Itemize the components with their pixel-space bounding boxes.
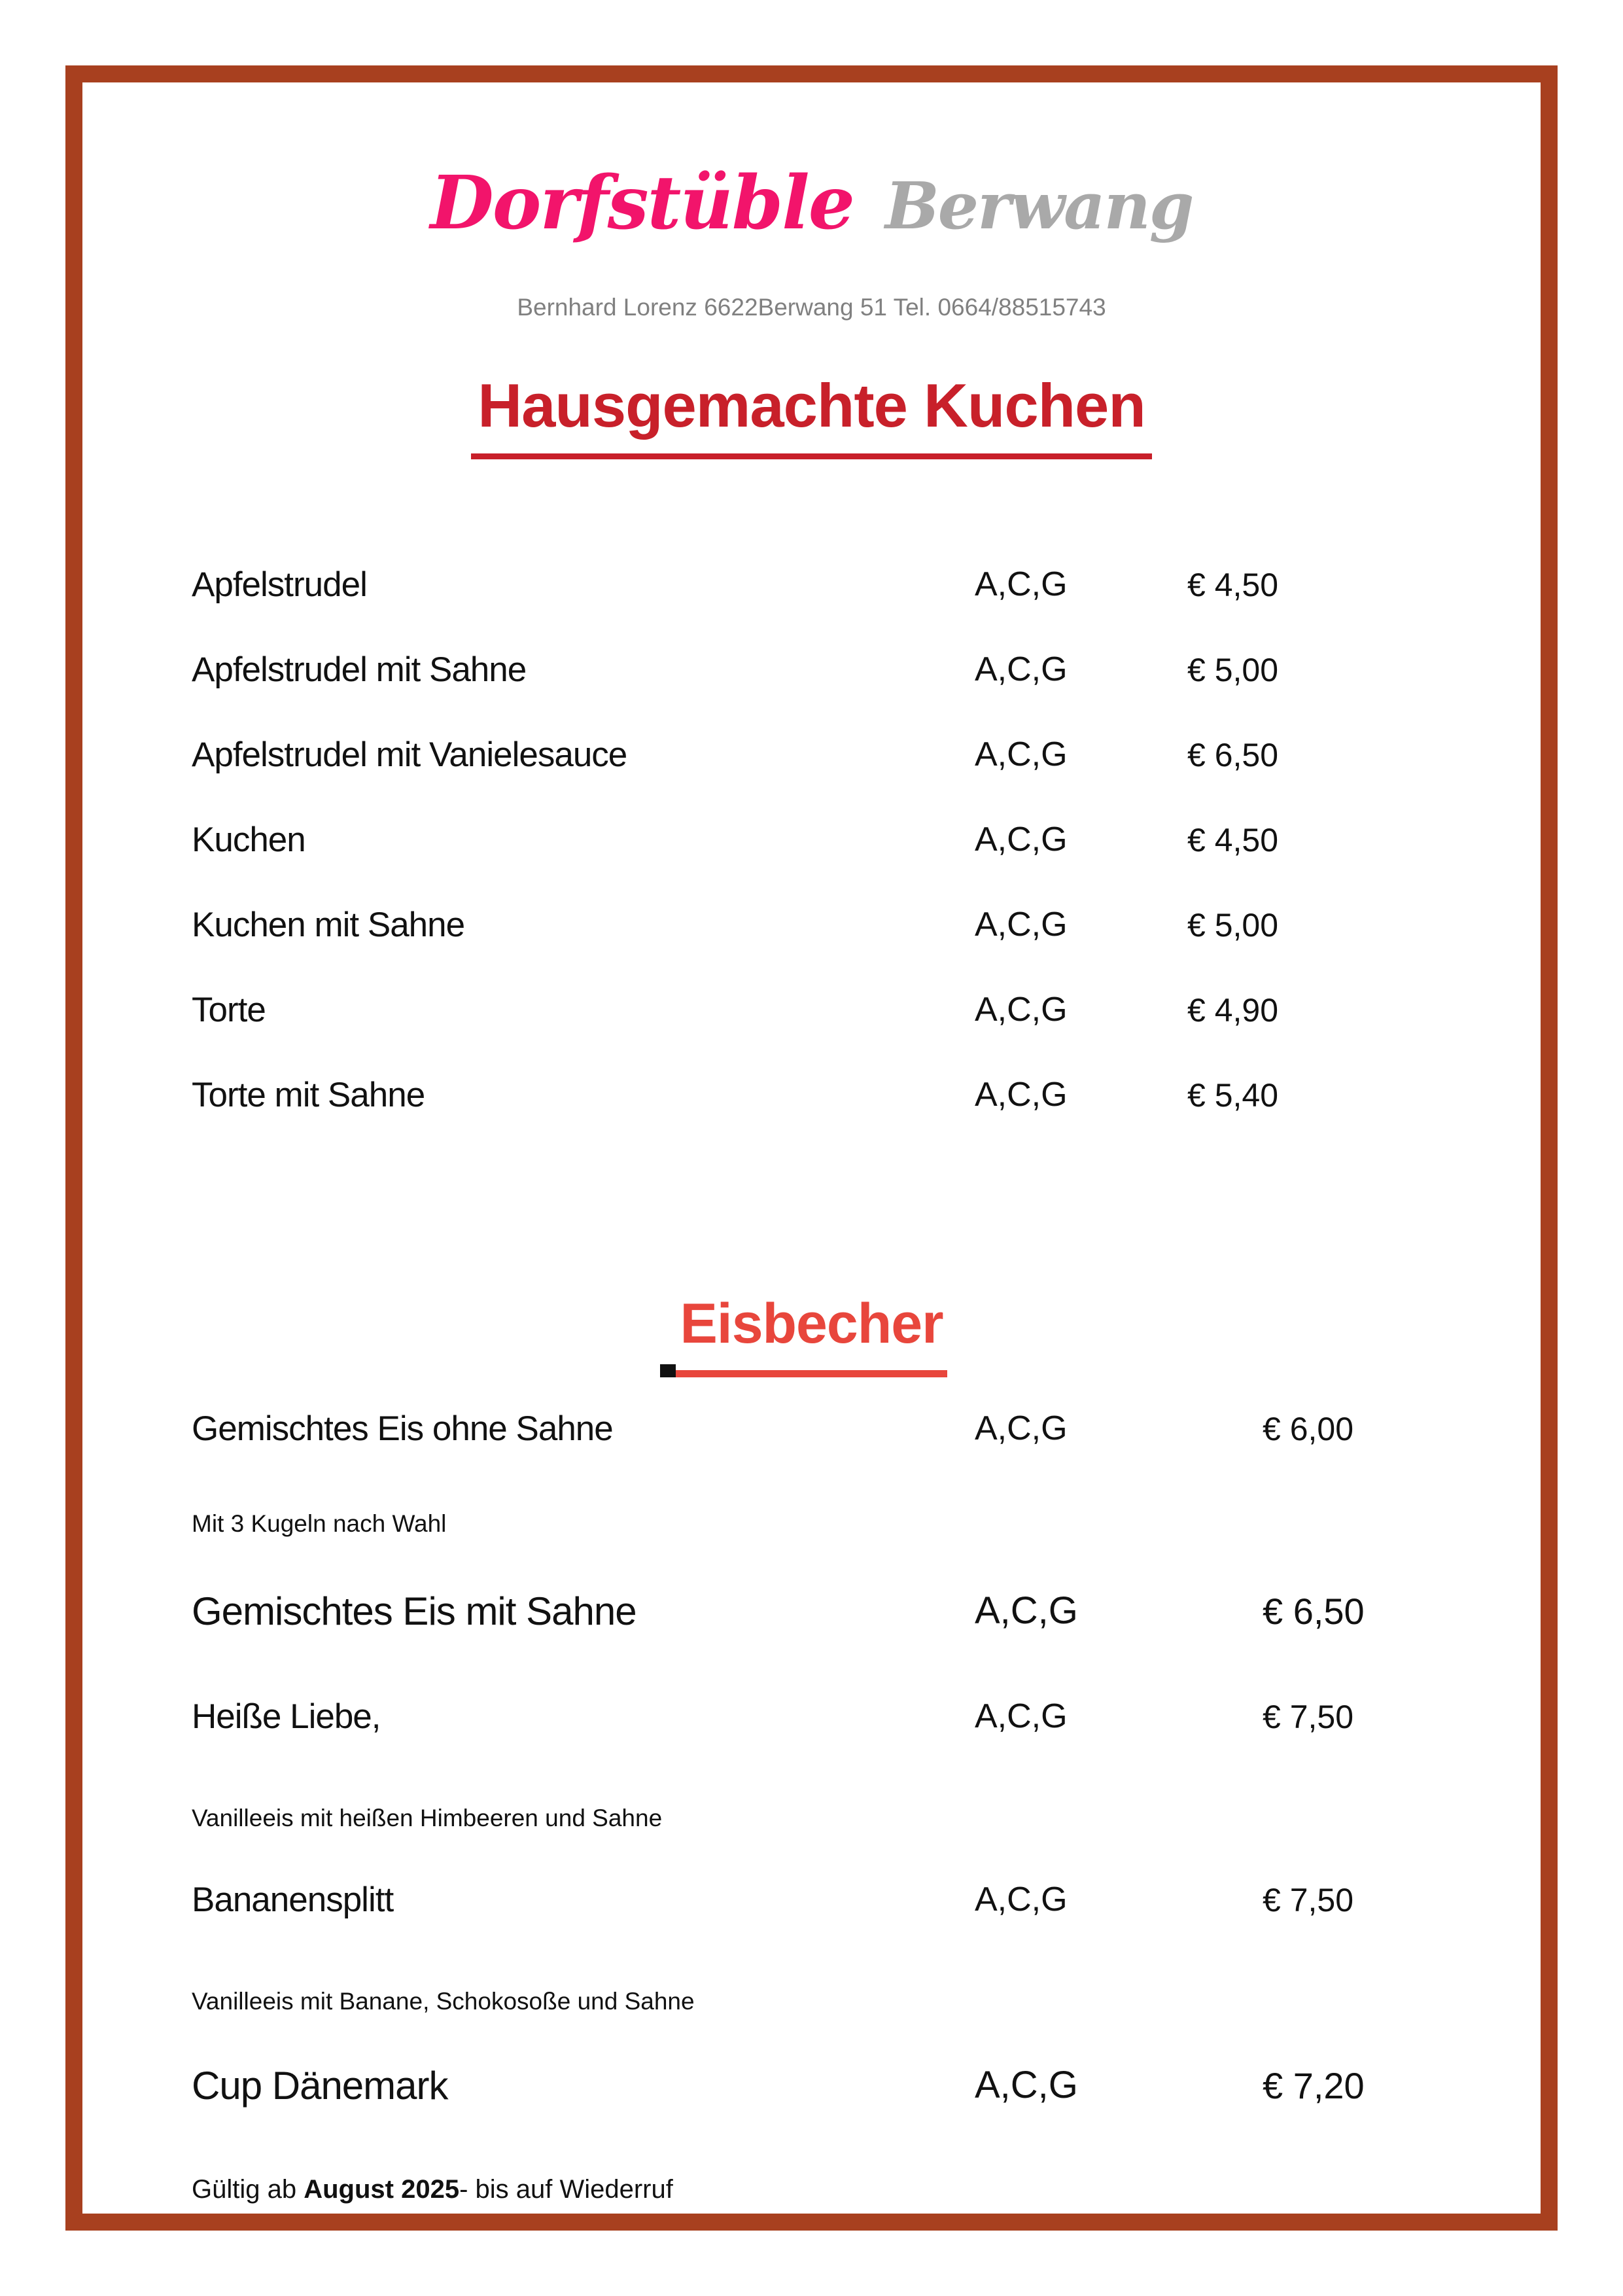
page-content: Dorfstüble Berwang Bernhard Lorenz 6622Be…: [82, 82, 1541, 2214]
validity-note: Gültig ab August 2025- bis auf Wiederruf: [192, 2175, 673, 2204]
menu-row: Gemischtes Eis ohne Sahne A,C,G € 6,00: [192, 1409, 1541, 1510]
item-allergens: A,C,G: [975, 906, 1068, 944]
section-heading-eisbecher-text: Eisbecher: [660, 1281, 947, 1377]
validity-date: August 2025: [304, 2175, 460, 2204]
menu-row: Torte A,C,G € 4,90: [192, 990, 1541, 1075]
validity-prefix: Gültig ab: [192, 2175, 304, 2204]
menu-row: Heiße Liebe, A,C,G € 7,50: [192, 1697, 1541, 1805]
address-line: Bernhard Lorenz 6622Berwang 51 Tel. 0664…: [517, 294, 1106, 321]
item-name: Bananensplitt: [192, 1881, 394, 1919]
logo-place: Berwang: [884, 169, 1194, 244]
item-price: € 6,50: [1187, 737, 1279, 773]
item-name: Apfelstrudel: [192, 565, 368, 604]
item-name: Apfelstrudel mit Vanielesauce: [192, 735, 627, 774]
item-price: € 6,00: [1263, 1411, 1354, 1447]
item-allergens: A,C,G: [975, 1076, 1068, 1114]
item-allergens: A,C,G: [975, 1697, 1068, 1735]
menu-row: Apfelstrudel mit Sahne A,C,G € 5,00: [192, 650, 1541, 735]
item-allergens: A,C,G: [975, 991, 1068, 1029]
item-description: Mit 3 Kugeln nach Wahl: [192, 1510, 447, 1537]
item-price: € 4,90: [1187, 992, 1279, 1029]
restaurant-logo: Dorfstüble Berwang: [82, 154, 1541, 274]
item-price: € 7,50: [1263, 1882, 1354, 1918]
item-price: € 7,50: [1263, 1699, 1354, 1735]
item-allergens: A,C,G: [975, 735, 1068, 773]
item-allergens: A,C,G: [975, 565, 1068, 603]
item-price: € 5,40: [1187, 1077, 1279, 1114]
item-name: Cup Dänemark: [192, 2064, 449, 2108]
item-description: Vanilleeis mit Banane, Schokosoße und Sa…: [192, 1988, 695, 2015]
item-price: € 5,00: [1187, 907, 1279, 944]
menu-row: Bananensplitt A,C,G € 7,50: [192, 1880, 1541, 1988]
section-heading-kuchen: Hausgemachte Kuchen: [82, 363, 1541, 467]
item-description: Vanilleeis mit heißen Himbeeren und Sahn…: [192, 1805, 663, 1831]
section-heading-eisbecher: Eisbecher: [82, 1281, 1541, 1383]
item-price: € 4,50: [1187, 822, 1279, 858]
logo-name: Dorfstüble: [430, 160, 855, 246]
item-allergens: A,C,G: [975, 650, 1068, 688]
menu-row: Torte mit Sahne A,C,G € 5,40: [192, 1075, 1541, 1160]
section-heading-kuchen-text: Hausgemachte Kuchen: [471, 363, 1152, 459]
menu-row: Apfelstrudel mit Vanielesauce A,C,G € 6,…: [192, 735, 1541, 820]
menu-row: Cup Dänemark A,C,G € 7,20: [192, 2063, 1541, 2115]
menu-row: Gemischtes Eis mit Sahne A,C,G € 6,50: [192, 1589, 1541, 1697]
item-allergens: A,C,G: [975, 2064, 1078, 2106]
item-name: Gemischtes Eis ohne Sahne: [192, 1409, 614, 1448]
item-price: € 7,20: [1263, 2065, 1365, 2106]
menu-section-eisbecher: Gemischtes Eis ohne Sahne A,C,G € 6,00 M…: [192, 1409, 1541, 2115]
item-allergens: A,C,G: [975, 1881, 1068, 1918]
validity-suffix: - bis auf Wiederruf: [459, 2175, 673, 2204]
item-name: Torte mit Sahne: [192, 1076, 425, 1114]
item-name: Kuchen: [192, 821, 306, 859]
item-name: Kuchen mit Sahne: [192, 906, 465, 944]
item-name: Apfelstrudel mit Sahne: [192, 650, 527, 689]
menu-section-kuchen: Apfelstrudel A,C,G € 4,50 Apfelstrudel m…: [192, 565, 1541, 1160]
item-price: € 5,00: [1187, 652, 1279, 688]
item-name: Heiße Liebe,: [192, 1697, 381, 1736]
menu-row: Kuchen A,C,G € 4,50: [192, 820, 1541, 905]
item-price: € 6,50: [1263, 1591, 1365, 1632]
item-price: € 4,50: [1187, 567, 1279, 603]
item-allergens: A,C,G: [975, 1589, 1078, 1632]
item-name: Torte: [192, 991, 266, 1029]
item-allergens: A,C,G: [975, 821, 1068, 858]
item-allergens: A,C,G: [975, 1409, 1068, 1447]
menu-row: Apfelstrudel A,C,G € 4,50: [192, 565, 1541, 650]
item-name: Gemischtes Eis mit Sahne: [192, 1589, 637, 1633]
menu-row: Kuchen mit Sahne A,C,G € 5,00: [192, 905, 1541, 990]
